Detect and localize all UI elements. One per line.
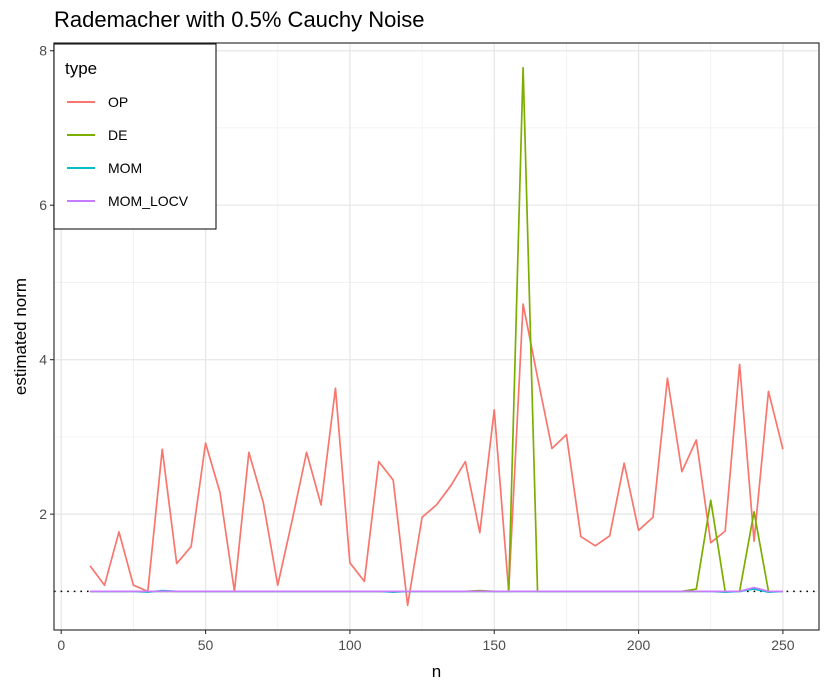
legend: type OP DE MOM MOM_LOCV	[53, 43, 217, 230]
legend-items: OP DE MOM MOM_LOCV	[67, 94, 189, 209]
series-layer	[89, 66, 784, 607]
x-tick-label: 100	[338, 637, 362, 653]
y-axis-title: estimated norm	[11, 278, 30, 395]
x-tick-label: 250	[771, 637, 795, 653]
x-tick-label: 50	[198, 637, 214, 653]
legend-label-op: OP	[108, 94, 128, 110]
x-axis: 0 50 100 150 200 250	[57, 630, 795, 653]
legend-label-mom-locv: MOM_LOCV	[108, 193, 189, 209]
chart-title: Rademacher with 0.5% Cauchy Noise	[54, 7, 425, 32]
legend-box	[53, 43, 217, 230]
y-tick-label: 2	[39, 506, 47, 522]
y-tick-label: 8	[39, 43, 47, 59]
x-axis-title: n	[432, 662, 441, 681]
y-axis: 2 4 6 8	[39, 43, 54, 522]
series-line-mom-locv	[90, 586, 783, 593]
x-tick-label: 150	[483, 637, 507, 653]
panel-border	[53, 42, 820, 631]
legend-title: type	[65, 59, 97, 78]
x-tick-label: 200	[627, 637, 651, 653]
y-tick-label: 4	[39, 352, 47, 368]
series-line-op	[89, 303, 784, 607]
legend-label-de: DE	[108, 127, 127, 143]
y-tick-label: 6	[39, 197, 47, 213]
x-tick-label: 0	[57, 637, 65, 653]
legend-label-mom: MOM	[108, 160, 142, 176]
